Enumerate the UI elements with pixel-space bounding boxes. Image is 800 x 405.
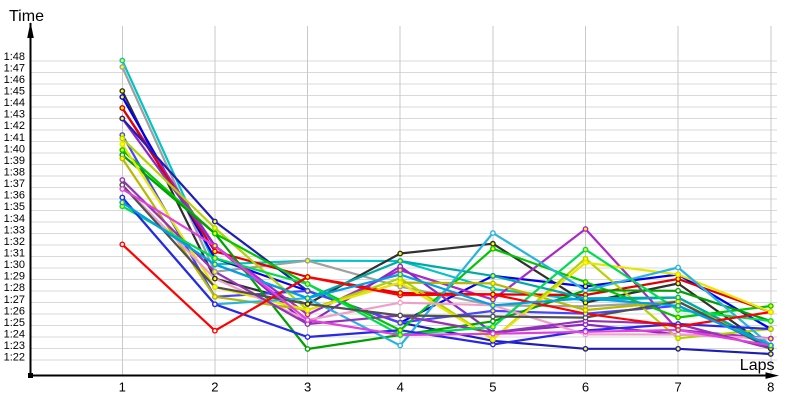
svg-text:1:23: 1:23 [4, 340, 25, 352]
svg-text:1:35: 1:35 [4, 201, 25, 213]
svg-text:1:22: 1:22 [4, 352, 25, 364]
svg-text:1:25: 1:25 [4, 317, 25, 329]
svg-text:6: 6 [582, 380, 589, 395]
svg-text:1:46: 1:46 [4, 74, 25, 86]
svg-text:1:29: 1:29 [4, 271, 25, 283]
svg-text:1:44: 1:44 [4, 97, 25, 109]
svg-text:1:28: 1:28 [4, 282, 25, 294]
svg-text:1:45: 1:45 [4, 86, 25, 98]
svg-text:2: 2 [211, 380, 218, 395]
svg-text:1:36: 1:36 [4, 190, 25, 202]
svg-text:1:32: 1:32 [4, 236, 25, 248]
svg-text:1:43: 1:43 [4, 109, 25, 121]
svg-text:1:37: 1:37 [4, 178, 25, 190]
svg-text:1: 1 [119, 380, 126, 395]
svg-text:1:26: 1:26 [4, 305, 25, 317]
svg-text:1:47: 1:47 [4, 62, 25, 74]
svg-text:1:34: 1:34 [4, 213, 25, 225]
svg-text:1:30: 1:30 [4, 259, 25, 271]
svg-text:1:40: 1:40 [4, 143, 25, 155]
svg-text:1:24: 1:24 [4, 329, 25, 341]
svg-text:3: 3 [304, 380, 311, 395]
svg-text:1:33: 1:33 [4, 224, 25, 236]
svg-text:1:31: 1:31 [4, 248, 25, 260]
svg-text:1:38: 1:38 [4, 167, 25, 179]
svg-text:1:42: 1:42 [4, 120, 25, 132]
svg-text:Laps: Laps [740, 357, 775, 374]
svg-text:Time: Time [9, 8, 44, 25]
svg-text:5: 5 [489, 380, 496, 395]
svg-text:1:39: 1:39 [4, 155, 25, 167]
svg-text:4: 4 [397, 380, 404, 395]
svg-text:8: 8 [767, 380, 774, 395]
svg-text:1:27: 1:27 [4, 294, 25, 306]
svg-text:1:41: 1:41 [4, 132, 25, 144]
svg-text:7: 7 [674, 380, 681, 395]
svg-text:1:48: 1:48 [4, 51, 25, 63]
